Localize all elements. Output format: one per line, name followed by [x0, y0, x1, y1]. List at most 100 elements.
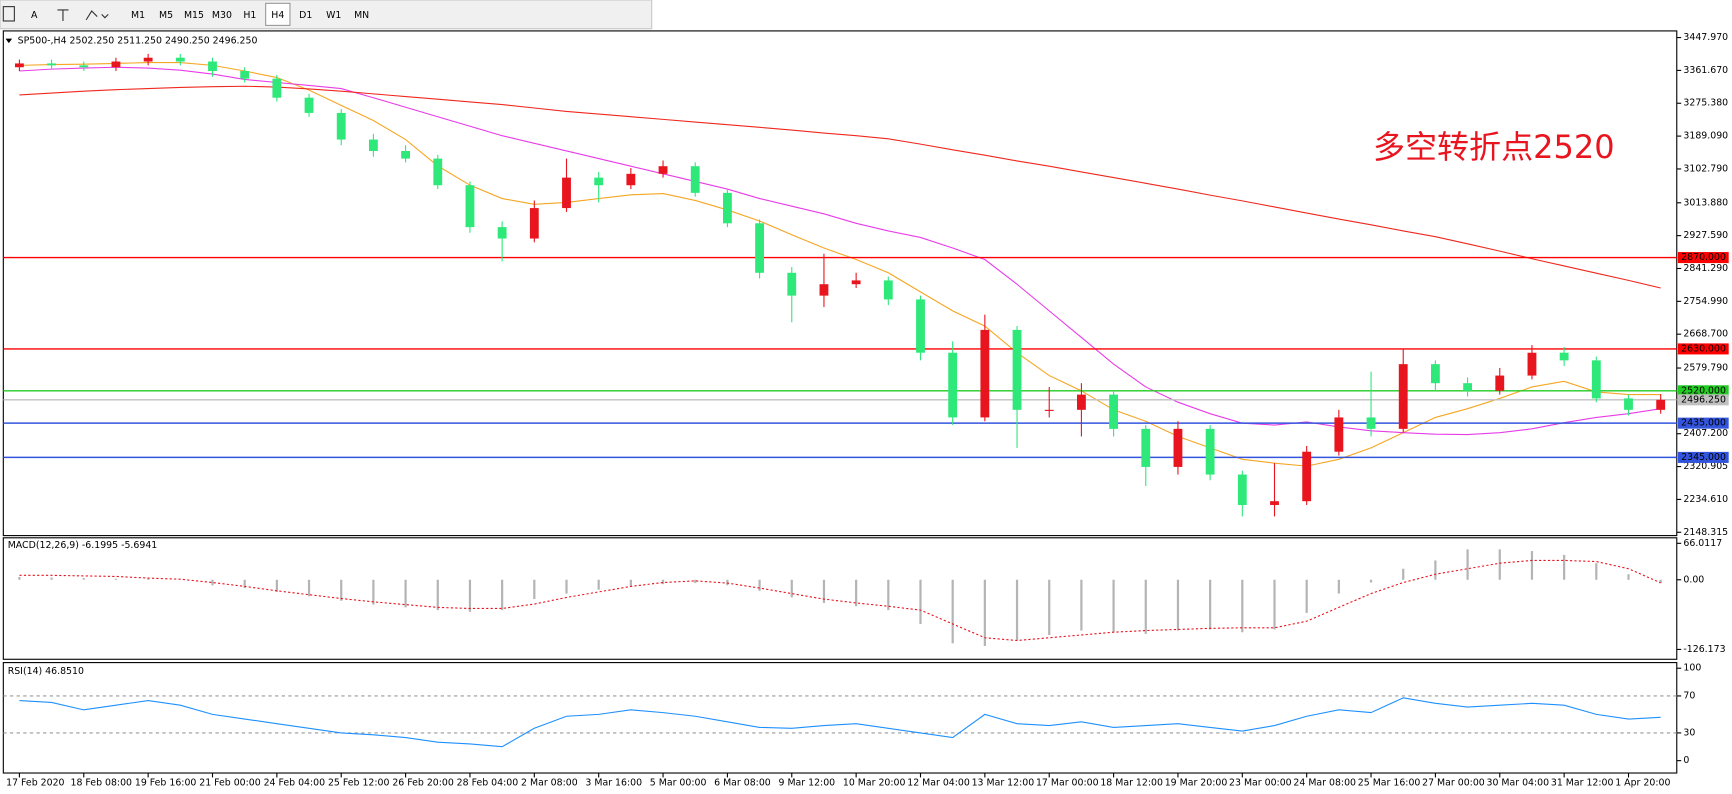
y-tick-label: 2579.790 — [1683, 363, 1728, 374]
y-tick-label: 2234.610 — [1683, 494, 1728, 505]
candle-body — [336, 112, 346, 140]
macd-signal — [19, 559, 1661, 642]
active-timeframe — [265, 2, 291, 26]
toolbar-icon[interactable] — [57, 9, 69, 21]
toolbar-icon[interactable] — [85, 10, 109, 21]
candle-body — [1495, 375, 1505, 391]
y-tick-label: 3275.380 — [1683, 98, 1728, 109]
timeframe-button[interactable]: M30 — [212, 10, 232, 21]
candle-body — [916, 299, 925, 353]
candle-body — [1559, 352, 1569, 361]
candle-body — [1527, 352, 1537, 376]
candle-body — [1366, 417, 1376, 429]
candle-body — [1334, 417, 1344, 452]
timeframe-button[interactable]: H4 — [271, 10, 284, 21]
x-tick-label: 18 Feb 08:00 — [71, 777, 133, 788]
timeframe-button[interactable]: D1 — [299, 10, 312, 21]
y-tick-label: 3102.790 — [1683, 163, 1728, 174]
annotation: 多空转折点2520 — [1373, 128, 1615, 166]
candle-body — [819, 284, 829, 296]
x-tick-label: 21 Feb 00:00 — [199, 777, 261, 788]
timeframe-button[interactable]: M1 — [131, 10, 145, 21]
x-tick-label: 24 Feb 04:00 — [264, 777, 326, 788]
toolbar-icons — [2, 6, 109, 22]
x-tick-label: 18 Mar 12:00 — [1100, 777, 1163, 788]
moving-average — [19, 66, 1661, 436]
candle-body — [562, 177, 571, 209]
y-tick-label: 2841.290 — [1683, 263, 1728, 274]
level-label: 2435.000 — [1681, 418, 1726, 429]
x-tick-label: 27 Mar 00:00 — [1422, 777, 1485, 788]
x-tick-label: 17 Mar 00:00 — [1036, 777, 1099, 788]
candle-body — [690, 166, 700, 193]
candle-body — [368, 139, 378, 151]
candle-body — [1076, 394, 1086, 410]
candle-body — [14, 63, 24, 68]
x-tick-label: 26 Feb 20:00 — [392, 777, 454, 788]
candle-body — [1591, 360, 1601, 399]
y-tick-label: 3361.670 — [1683, 65, 1728, 76]
candle-body — [1463, 383, 1473, 391]
timeframe-button[interactable]: H1 — [243, 10, 256, 21]
x-tick-label: 30 Mar 04:00 — [1487, 777, 1550, 788]
x-tick-label: 28 Feb 04:00 — [457, 777, 519, 788]
candle-body — [240, 71, 250, 79]
y-tick-label: 2148.315 — [1683, 527, 1728, 538]
candle-body — [1205, 428, 1215, 475]
candle-body — [175, 57, 185, 62]
timeframe-button[interactable]: MN — [354, 10, 369, 21]
candle-body — [1270, 501, 1279, 505]
candle-body — [1237, 474, 1247, 505]
y-tick-label: 70 — [1683, 690, 1695, 701]
toolbar-icon[interactable] — [2, 6, 15, 22]
x-tick-label: 9 Mar 12:00 — [779, 777, 836, 788]
level-label: 2345.000 — [1681, 452, 1726, 463]
y-tick-label: 2320.905 — [1683, 461, 1728, 472]
toolbar-button[interactable]: A — [31, 10, 38, 21]
candle-body — [497, 227, 507, 239]
level-label-box — [1677, 451, 1729, 463]
candle-body — [851, 280, 861, 285]
candle-body — [208, 61, 217, 72]
candle-body — [1173, 428, 1183, 467]
candle-body — [79, 65, 89, 68]
x-tick-label: 31 Mar 12:00 — [1551, 777, 1614, 788]
candle-body — [1656, 399, 1666, 410]
y-tick-label: 2927.590 — [1683, 230, 1728, 241]
x-tick-label: 13 Mar 12:00 — [972, 777, 1035, 788]
x-tick-label: 24 Mar 08:00 — [1293, 777, 1356, 788]
candle-body — [1398, 364, 1408, 429]
y-tick-label: 3189.090 — [1683, 131, 1728, 142]
rsi-line — [19, 697, 1661, 748]
candle-body — [755, 223, 765, 273]
rsi-title: RSI(14) 46.8510 — [8, 666, 84, 677]
y-tick-label: 0.00 — [1683, 574, 1704, 585]
timeframe-button[interactable]: M5 — [159, 10, 173, 21]
candle-body — [304, 97, 314, 113]
level-label: 2496.250 — [1681, 394, 1726, 405]
x-tick-label: 25 Mar 16:00 — [1358, 777, 1421, 788]
x-tick-label: 19 Mar 20:00 — [1165, 777, 1228, 788]
candle-body — [111, 61, 121, 68]
level-label: 2520.000 — [1681, 385, 1726, 396]
candle-body — [787, 272, 797, 296]
timeframe-button[interactable]: W1 — [326, 10, 341, 21]
candle-body — [980, 329, 990, 418]
y-tick-label: 66.0117 — [1683, 538, 1722, 549]
y-tick-label: 100 — [1683, 663, 1701, 674]
level-label-box — [1677, 343, 1729, 355]
candle-body — [143, 57, 153, 62]
chart-title: SP500-,H4 2502.250 2511.250 2490.250 249… — [18, 35, 258, 46]
y-tick-label: 30 — [1683, 727, 1695, 738]
candle-body — [529, 208, 539, 239]
candle-body — [1109, 394, 1119, 429]
x-tick-label: 6 Mar 08:00 — [714, 777, 771, 788]
candle-body — [1302, 451, 1312, 502]
macd-panel — [2, 537, 1678, 660]
candle-body — [1624, 398, 1633, 410]
timeframe-button[interactable]: M15 — [184, 10, 204, 21]
candle-body — [626, 173, 636, 186]
